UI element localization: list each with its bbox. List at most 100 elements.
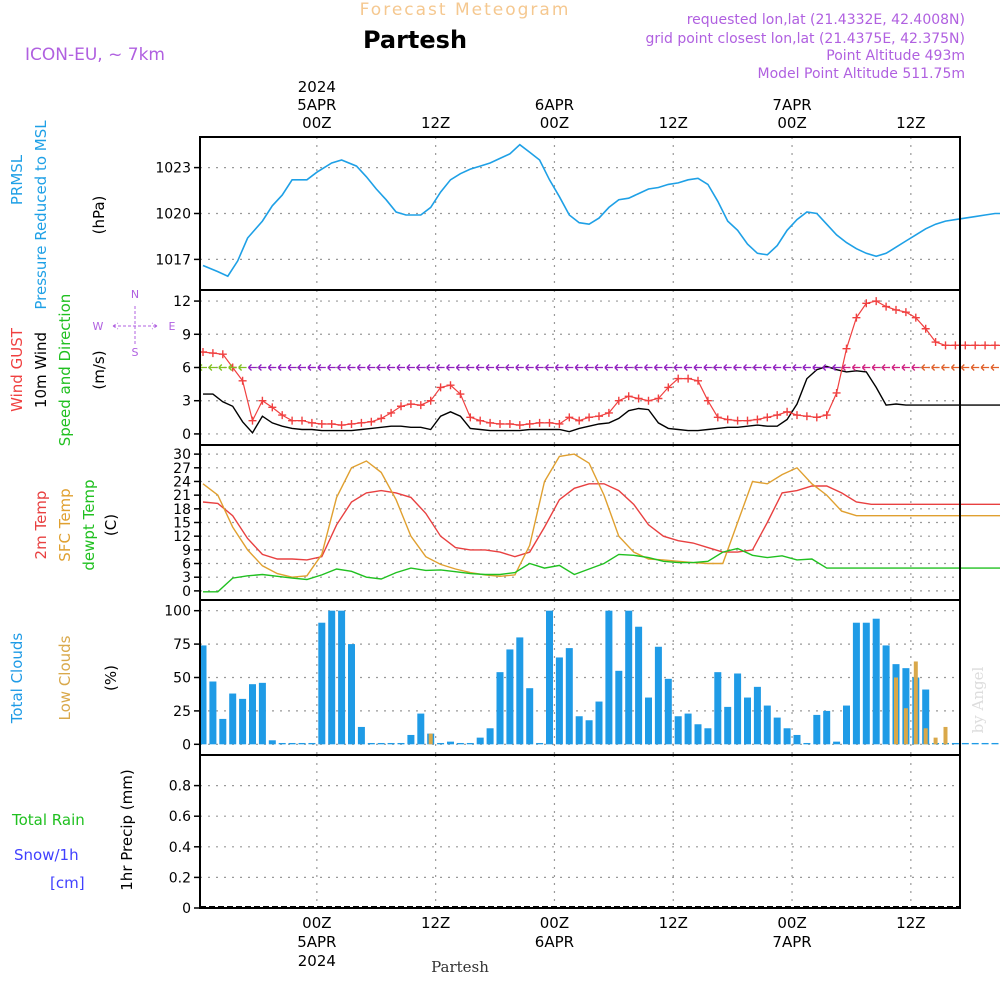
wind-direction-arrow [683,364,693,371]
gust-marker [773,411,782,420]
wind-direction-arrow [436,364,445,371]
wind-direction-arrow [327,364,336,371]
gust-marker [684,374,693,383]
total-cloud-bar [763,705,771,745]
compass-w: W [93,320,104,333]
wind-direction-arrow [743,364,752,371]
y-tick-label: 3 [182,394,191,410]
total-cloud-bar [843,705,850,745]
top-tick-label: 12Z [659,114,688,132]
total-cloud-bar [219,718,227,745]
gust-marker [258,396,267,405]
wind-direction-arrow [287,364,297,371]
wind-direction-arrow [396,364,405,371]
wind-direction-arrow [911,364,920,371]
top-tick-label: 00Z [777,114,806,132]
dewpoint-line [203,547,1000,593]
wind-direction-arrow [564,364,574,371]
low-cloud-bar [923,728,928,745]
wind-direction-arrow [624,364,633,371]
gust-marker [971,341,980,350]
y-tick-label: 1023 [155,161,191,177]
total-cloud-bar [328,610,336,745]
y-tick-label: 18 [173,502,191,518]
total-cloud-bar [209,681,217,745]
wind-direction-arrow [337,364,346,371]
wind-direction-arrow [347,364,356,371]
gust-marker [595,412,603,421]
model-label: ICON-EU, ~ 7km [25,45,165,65]
gust-marker [614,396,623,405]
wind-unit: (m/s) [90,350,108,389]
total-cloud-bar [902,668,910,745]
wind-direction-arrow [356,364,366,371]
gust-marker [674,374,683,383]
total-cloud-bar [526,688,534,745]
gust-marker [357,418,366,427]
gust-marker [515,421,524,430]
gust-marker [763,413,772,422]
total-cloud-bar [308,742,316,745]
total-cloud-bar [734,673,742,745]
wind-direction-arrow [495,364,504,371]
gust-marker [634,394,643,403]
wind-direction-arrow [653,364,663,371]
gust-marker [268,403,277,412]
wind-direction-arrow [218,364,227,371]
total-cloud-bar [961,742,969,745]
total-cloud-bar [516,637,524,745]
total-cloud-bar [377,742,385,745]
gust-marker [604,408,613,417]
gust-marker [723,415,732,424]
gust-marker [535,418,544,427]
gust-marker [426,396,435,405]
total-cloud-bar [367,742,375,745]
total-clouds-label: Total Clouds [8,633,26,725]
total-cloud-bar [793,734,801,745]
wind-direction-arrow [317,364,326,371]
wind-direction-arrow [208,364,217,371]
total-cloud-bar [991,742,999,745]
pressure-label-long: Pressure Reduced to MSL [32,120,50,310]
total-cloud-bar [645,697,652,745]
y-tick-label: 0.2 [169,870,191,886]
total-cloud-bar [387,742,395,745]
wind-direction-arrow [584,364,594,371]
bottom-tick-label: 12Z [421,914,450,932]
wind-direction-arrow [238,364,247,371]
wind-direction-arrow [990,364,999,371]
total-cloud-bar [882,645,890,745]
total-cloud-bar [555,657,563,745]
wind-direction-arrow [861,364,871,371]
gust-marker [248,416,257,425]
y-tick-label: 1017 [155,252,191,268]
y-tick-label: 0 [182,737,191,753]
wind-direction-arrow [941,364,950,371]
dewpoint-label: dewpt Temp [80,479,98,570]
gust-marker [713,413,722,422]
wind-direction-arrow [673,364,683,371]
gust-marker [644,396,653,405]
gust-marker [317,419,326,428]
gust-marker [456,390,465,399]
super-title: Forecast Meteogram [360,0,571,20]
y-tick-label: 15 [173,516,191,532]
total-cloud-bar [862,622,870,745]
wind-direction-arrow [267,364,277,371]
gust-marker [694,376,702,385]
wind-direction-arrow [950,364,960,371]
total-cloud-bar [298,742,306,745]
y-tick-label: 6 [182,361,191,377]
total-cloud-bar [338,610,346,745]
y-tick-label: 9 [182,543,191,559]
total-cloud-bar [595,701,603,745]
location-title: Partesh [363,26,467,54]
gust-marker [486,418,495,427]
footer-location: Partesh [431,958,489,976]
wind-direction-arrow [733,364,742,371]
total-cloud-bar [773,717,781,745]
total-cloud-bar [357,726,365,745]
bottom-date-label: 6APR [535,933,574,951]
wind-direction-arrow [416,364,425,371]
gust-marker [911,313,920,322]
